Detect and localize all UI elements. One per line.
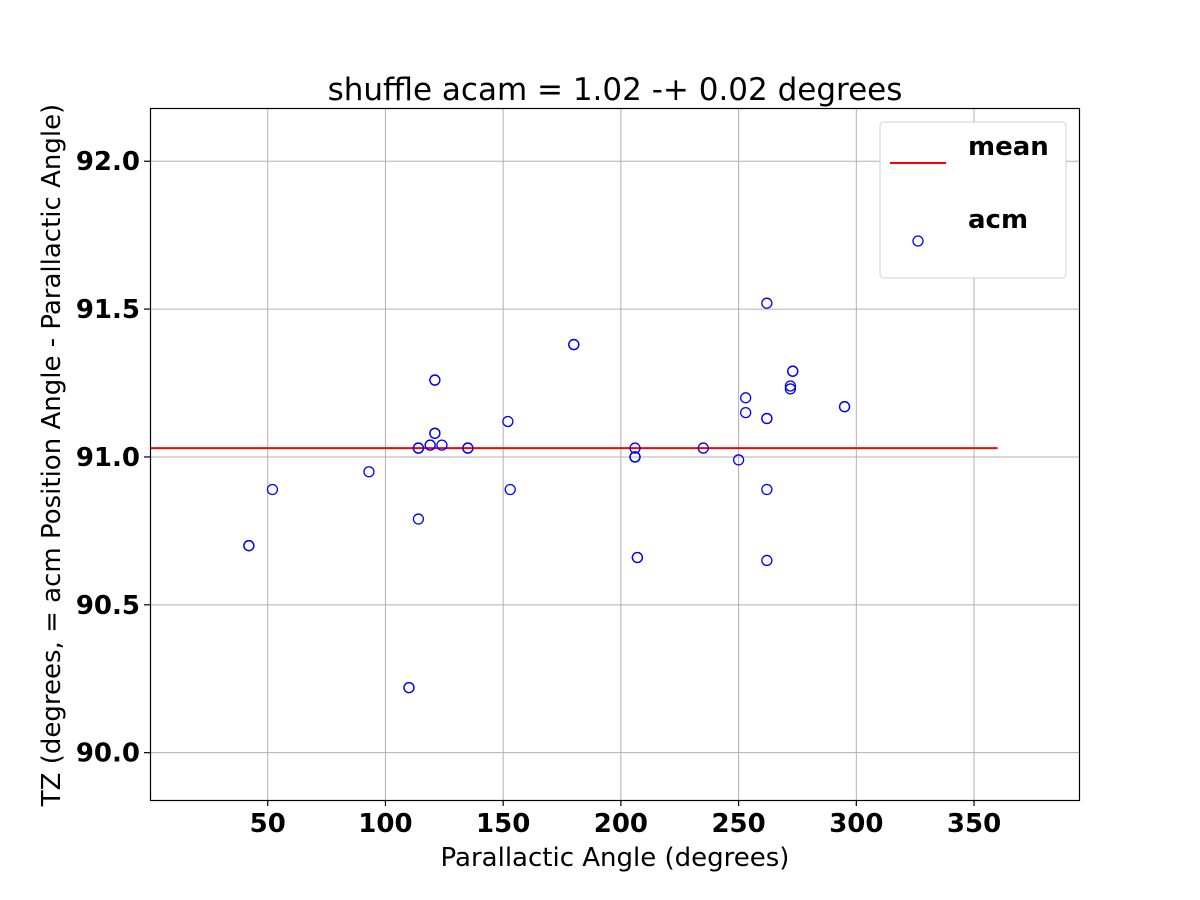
data-points-layer	[243, 297, 851, 694]
legend: mean acm	[879, 121, 1067, 279]
x-axis-label: Parallactic Angle (degrees)	[441, 843, 790, 873]
data-point	[740, 406, 752, 419]
y-tick-label: 91.5	[76, 295, 140, 325]
data-point	[436, 439, 448, 451]
x-tick-label: 100	[358, 809, 412, 839]
legend-mean-label: mean	[968, 132, 1049, 162]
data-point	[502, 415, 514, 428]
data-point	[243, 540, 255, 552]
data-point	[266, 483, 279, 496]
data-point	[429, 427, 441, 439]
data-point	[732, 454, 745, 466]
data-point	[629, 451, 641, 463]
data-point	[403, 681, 415, 694]
chart-title: shuffle acam = 1.02 -+ 0.02 degrees	[328, 72, 903, 108]
x-tick-label: 250	[711, 809, 765, 839]
data-point	[462, 442, 474, 454]
data-point	[504, 483, 516, 496]
data-point	[412, 513, 425, 525]
data-point	[784, 380, 797, 392]
legend-acm-swatch	[912, 235, 924, 247]
data-point	[429, 374, 441, 386]
x-tick-label: 150	[476, 809, 530, 839]
x-tick-label: 200	[594, 809, 648, 839]
y-tick-label: 90.0	[76, 739, 140, 769]
data-point	[787, 365, 799, 377]
plot-frame	[149, 107, 1081, 802]
y-tick-label: 92.0	[76, 147, 140, 177]
data-point	[761, 297, 773, 309]
legend-acm-label: acm	[968, 205, 1028, 235]
x-tick-label: 50	[250, 809, 286, 839]
data-point	[838, 401, 851, 413]
data-point	[568, 338, 580, 351]
legend-box	[879, 121, 1067, 279]
data-point	[761, 483, 773, 496]
grid-layer	[150, 108, 1080, 800]
data-point	[697, 442, 709, 454]
data-point	[784, 383, 797, 395]
data-point	[740, 392, 752, 404]
data-point	[761, 412, 773, 425]
x-tick-label: 300	[829, 809, 883, 839]
y-axis-label: TZ (degrees, = acm Position Angle - Para…	[37, 104, 67, 807]
data-point	[363, 466, 375, 478]
data-point	[412, 442, 425, 454]
y-tick-label: 90.5	[76, 591, 140, 621]
y-tick-label: 91.0	[76, 443, 140, 473]
data-point	[631, 551, 644, 564]
data-point	[629, 442, 641, 454]
ticks-layer: 50 100 150 200 250 300 350 90.0 90.5 91.0 91.5 92.0	[76, 147, 1001, 839]
data-point	[761, 554, 773, 567]
data-point	[424, 439, 436, 451]
x-tick-label: 350	[947, 809, 1001, 839]
